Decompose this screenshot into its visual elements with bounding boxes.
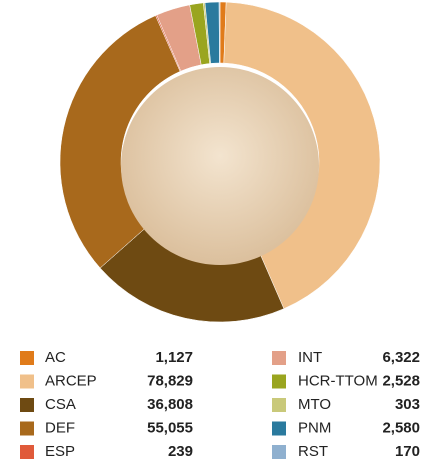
legend-swatch [20,374,34,389]
legend-value: 6,322 [382,349,420,366]
legend-swatch [272,374,286,389]
legend-value: 78,829 [147,372,193,389]
legend: AC 1,127 ARCEP 78,829 CSA 36,808 DEF 55,055 ESP 2… [20,349,420,460]
legend-value: 303 [395,396,420,413]
legend-value: 239 [168,443,193,460]
legend-swatch [272,351,286,365]
donut [59,1,381,323]
legend-value: 1,127 [155,349,193,366]
legend-swatch [20,445,34,459]
legend-label: ESP [45,443,75,460]
legend-value: 36,808 [147,396,193,413]
legend-label: DEF [45,419,75,436]
legend-swatch [272,421,286,436]
legend-label: PNM [298,419,331,436]
legend-label: CSA [45,396,76,413]
legend-label: HCR-TTOM [298,372,378,389]
legend-value: 170 [395,443,420,460]
legend-value: 55,055 [147,419,193,436]
legend-label: ARCEP [45,372,97,389]
legend-swatch [20,398,34,412]
slice [223,1,381,310]
legend-swatch [20,351,34,365]
legend-label: MTO [298,396,331,413]
legend-label: INT [298,349,322,366]
legend-swatch [20,421,34,436]
slice [218,1,221,64]
legend-label: AC [45,349,66,366]
legend-swatch [272,398,286,412]
legend-swatch [272,445,286,459]
legend-value: 2,528 [382,372,420,389]
legend-label: RST [298,443,328,460]
legend-value: 2,580 [382,419,420,436]
center-image [121,67,319,265]
